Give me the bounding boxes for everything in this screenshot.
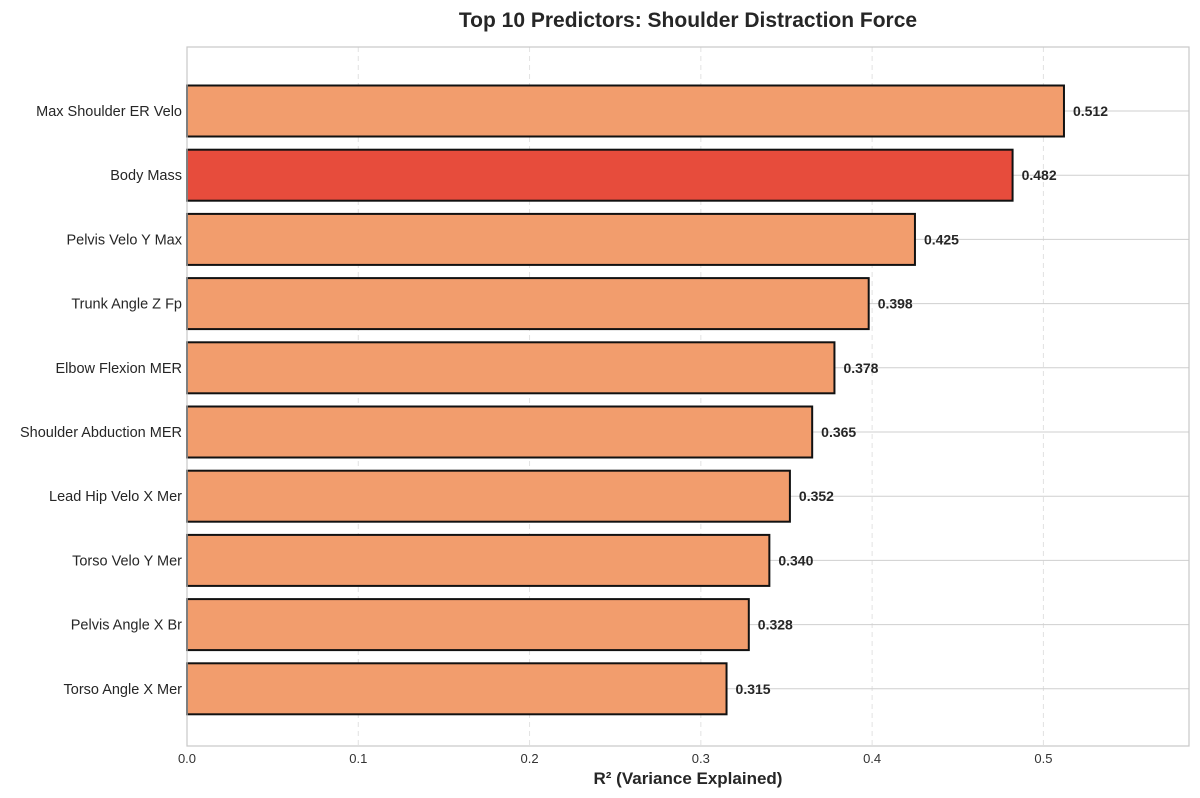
bar-value-label: 0.340 (778, 552, 813, 568)
chart-title: Top 10 Predictors: Shoulder Distraction … (459, 9, 917, 32)
bar (186, 405, 814, 459)
category-label: Pelvis Velo Y Max (66, 232, 182, 248)
bar (186, 277, 870, 331)
category-label: Body Mass (110, 168, 182, 184)
x-tick-labels: 0.0 0.1 0.2 0.3 0.4 0.5 (178, 751, 1052, 766)
bar (186, 598, 750, 652)
bar (186, 212, 916, 266)
category-label: Max Shoulder ER Velo (36, 104, 182, 120)
bar (186, 533, 771, 587)
category-label: Lead Hip Velo X Mer (49, 489, 182, 505)
x-tick-label: 0.2 (521, 751, 539, 766)
value-labels: 0.512 0.482 0.425 0.398 0.378 0.365 0.352 0.340… (736, 103, 1109, 697)
bar (186, 662, 728, 716)
bar-value-label: 0.328 (758, 617, 793, 633)
x-tick-label: 0.5 (1034, 751, 1052, 766)
category-label: Pelvis Angle X Br (71, 618, 182, 634)
bar-value-label: 0.365 (821, 424, 856, 440)
bar-value-label: 0.378 (843, 360, 878, 376)
category-label: Torso Velo Y Mer (72, 553, 182, 569)
bar (186, 341, 836, 395)
x-tick-label: 0.3 (692, 751, 710, 766)
bars (186, 84, 1065, 716)
plot-frame (186, 46, 1190, 747)
bar-value-label: 0.315 (736, 681, 771, 697)
bar-value-label: 0.482 (1022, 167, 1057, 183)
category-labels: Max Shoulder ER Velo Body Mass Pelvis Velo… (20, 104, 183, 698)
x-tick-label: 0.4 (863, 751, 881, 766)
bar (186, 84, 1065, 138)
bar-value-label: 0.352 (799, 488, 834, 504)
category-label: Elbow Flexion MER (55, 361, 182, 377)
bar (186, 469, 791, 523)
bar-value-label: 0.512 (1073, 103, 1108, 119)
category-label: Trunk Angle Z Fp (71, 297, 182, 313)
x-tick-label: 0.0 (178, 751, 196, 766)
category-label: Shoulder Abduction MER (20, 425, 182, 441)
bar (186, 148, 1014, 202)
category-label: Torso Angle X Mer (64, 682, 183, 698)
bar-value-label: 0.398 (878, 296, 913, 312)
bar-value-label: 0.425 (924, 231, 959, 247)
x-axis-label: R² (Variance Explained) (594, 769, 783, 788)
x-tick-label: 0.1 (349, 751, 367, 766)
